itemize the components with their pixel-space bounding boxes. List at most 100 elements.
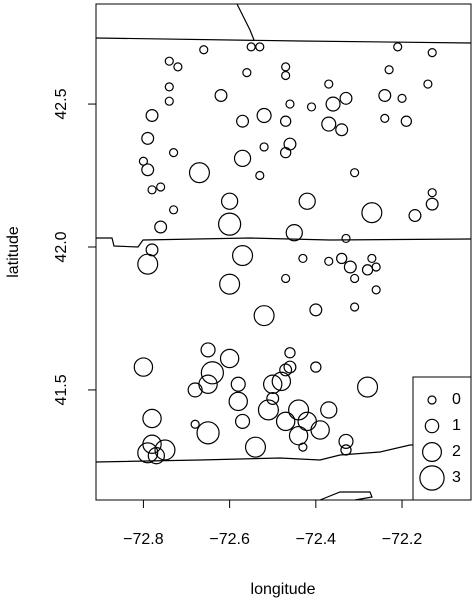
bubble <box>147 447 165 465</box>
bubble <box>137 442 159 464</box>
bubble <box>275 411 296 432</box>
bubble <box>259 142 269 152</box>
bubble <box>298 253 308 264</box>
bubble <box>310 420 330 440</box>
bubble <box>168 148 179 158</box>
x-tick-label: −72.8 <box>123 531 164 548</box>
x-tick-label: −72.6 <box>209 531 250 548</box>
legend-label: 0 <box>452 391 461 408</box>
bubble <box>343 260 357 274</box>
bubble <box>367 253 377 264</box>
bubble <box>408 209 422 223</box>
bubble <box>425 197 439 211</box>
bubble <box>371 262 381 272</box>
bubble <box>321 116 337 132</box>
island <box>319 491 373 501</box>
bubble <box>196 421 220 445</box>
bubble <box>284 347 296 359</box>
legend-marker <box>419 465 445 491</box>
bubble <box>255 170 265 181</box>
bubble <box>256 107 272 124</box>
bubble <box>279 146 292 159</box>
legend-label: 1 <box>452 417 461 434</box>
bubble <box>400 115 413 127</box>
bubble <box>338 433 354 449</box>
y-axis-label: latitude <box>5 226 22 278</box>
bubble <box>283 360 297 374</box>
bubble <box>298 192 316 210</box>
bubble <box>133 357 154 377</box>
bubble <box>214 88 228 102</box>
bubble <box>242 68 252 78</box>
bubble <box>271 371 292 392</box>
bubble <box>255 42 265 52</box>
bubble <box>168 205 179 215</box>
bubble <box>244 436 267 458</box>
bubble <box>427 188 437 198</box>
bubble <box>357 376 379 398</box>
bubble <box>219 273 241 295</box>
bubble <box>324 256 334 266</box>
bubble <box>335 123 349 137</box>
bubble <box>350 168 360 178</box>
bubble <box>281 62 291 72</box>
bubble <box>218 212 242 236</box>
bubble <box>380 113 390 123</box>
bubble <box>228 391 248 412</box>
bubble <box>339 91 353 105</box>
bubble <box>230 376 246 392</box>
bubble <box>324 79 334 89</box>
legend-box <box>412 376 472 501</box>
bubble <box>423 79 433 89</box>
bubble <box>262 374 283 394</box>
bubble <box>188 162 210 184</box>
bubble <box>154 439 176 461</box>
bubble <box>325 96 341 112</box>
bubble <box>361 264 374 276</box>
bubble <box>427 47 437 58</box>
bubble <box>154 220 168 234</box>
bubble <box>200 342 216 358</box>
bubble <box>281 273 291 284</box>
state-line <box>95 37 472 44</box>
bubble <box>164 82 174 92</box>
bubble <box>219 348 240 369</box>
bubble <box>279 363 293 377</box>
bubble <box>266 392 280 406</box>
bubble <box>288 425 309 446</box>
bubble <box>378 88 392 102</box>
bubble <box>164 96 174 106</box>
x-axis-label: longitude <box>251 581 316 598</box>
bubble <box>361 202 383 224</box>
bubble <box>310 361 322 373</box>
bubble <box>164 56 174 66</box>
bubble <box>341 233 351 244</box>
bubble <box>156 182 166 192</box>
bubble <box>279 115 292 127</box>
state-line <box>236 3 255 41</box>
bubble <box>306 102 317 112</box>
legend-marker <box>422 442 443 463</box>
y-tick-label: 42.0 <box>53 231 70 262</box>
bubble <box>233 149 252 168</box>
bubble <box>253 305 275 327</box>
bubble <box>298 442 308 452</box>
bubble <box>141 131 155 145</box>
bubble <box>340 444 352 456</box>
bubble <box>232 245 254 267</box>
bubble <box>246 42 256 52</box>
bubble <box>393 42 403 52</box>
bubble <box>220 192 239 210</box>
bubble <box>145 109 159 122</box>
legend-label: 3 <box>452 469 461 486</box>
y-tick-label: 42.5 <box>53 88 70 119</box>
bubble <box>199 45 209 55</box>
bubble <box>350 302 360 312</box>
coastline <box>95 444 413 463</box>
bubble <box>320 401 338 419</box>
state-line <box>96 237 472 248</box>
bubble <box>285 99 295 109</box>
bubble <box>236 114 250 128</box>
